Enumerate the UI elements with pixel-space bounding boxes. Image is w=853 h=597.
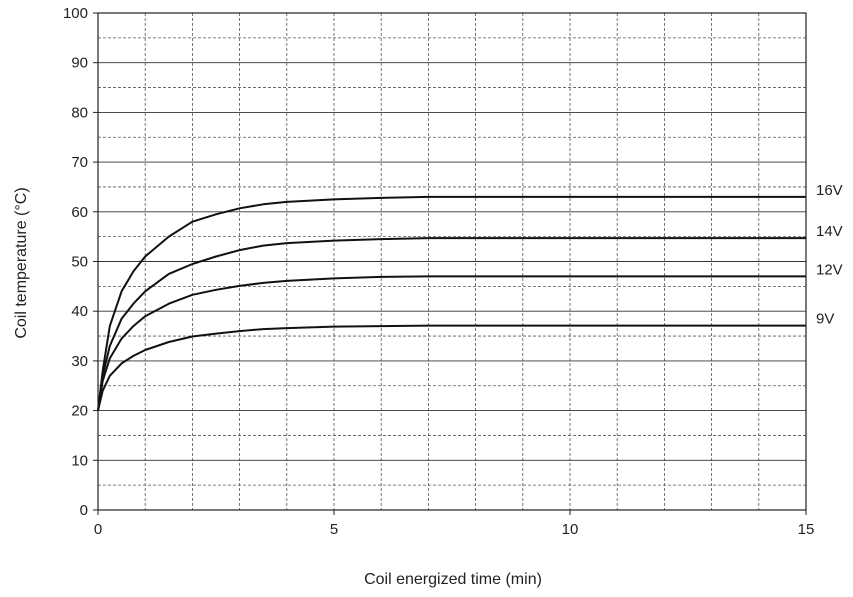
- x-tick-label: 5: [330, 521, 338, 538]
- y-axis-title: Coil temperature (°C): [13, 187, 30, 338]
- y-tick-label: 20: [71, 403, 88, 420]
- y-tick-label: 100: [63, 5, 88, 22]
- series-labels: 16V 14V 12V 9V: [816, 182, 843, 328]
- series-label-9V: 9V: [816, 311, 834, 328]
- series-line-9V: [97, 324, 806, 411]
- series-line-14V: [97, 237, 806, 411]
- series-label-12V: 12V: [816, 261, 843, 278]
- y-tick-label: 70: [71, 154, 88, 171]
- y-tick-label: 80: [71, 104, 88, 121]
- x-tick-label: 15: [798, 521, 815, 538]
- y-tick-label: 60: [71, 204, 88, 221]
- y-tick-label: 30: [71, 353, 88, 370]
- x-tick-label: 0: [94, 521, 102, 538]
- series-label-16V: 16V: [816, 182, 843, 199]
- grid: [98, 13, 806, 510]
- y-tick-label: 90: [71, 55, 88, 72]
- y-tick-label: 50: [71, 254, 88, 271]
- y-tick-label: 40: [71, 303, 88, 320]
- series-label-14V: 14V: [816, 223, 843, 240]
- x-axis-title: Coil energized time (min): [364, 571, 542, 588]
- series-line-12V: [97, 275, 806, 411]
- y-tick-label: 0: [80, 502, 88, 519]
- series-line-16V: [97, 195, 806, 411]
- x-tick-label: 10: [562, 521, 579, 538]
- y-tick-label: 10: [71, 452, 88, 469]
- series-lines: [97, 195, 806, 411]
- axes: 0 5 10 15 0 10 20 30 40 50 60 70 80 90 100: [63, 5, 814, 538]
